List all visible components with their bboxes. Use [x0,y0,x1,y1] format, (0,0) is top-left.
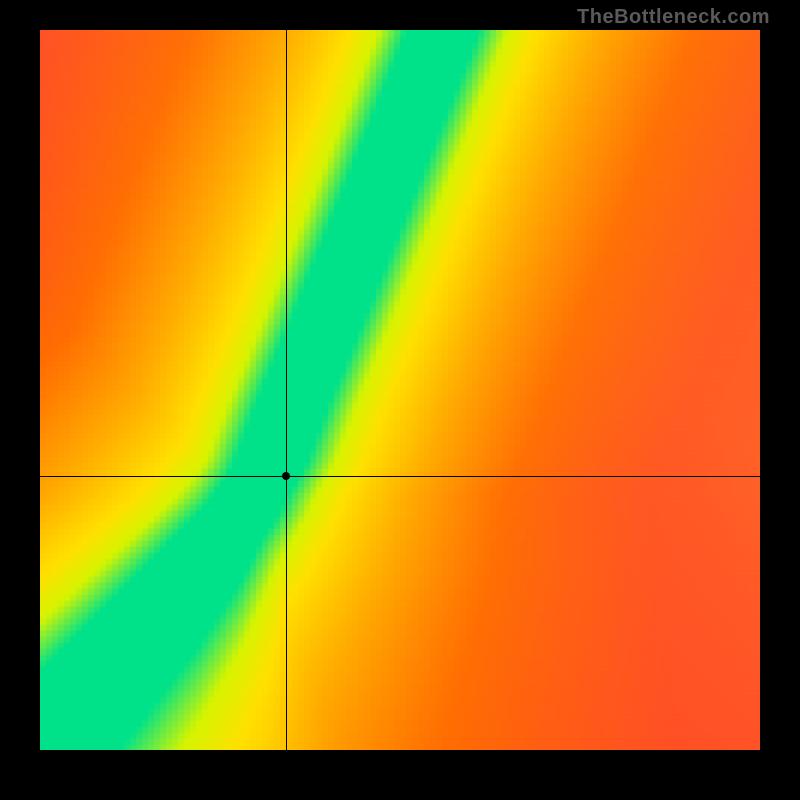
crosshair-vertical [286,30,287,750]
heatmap-plot [40,30,760,750]
marker-dot [282,472,290,480]
watermark-text: TheBottleneck.com [577,6,770,29]
heatmap-canvas [40,30,760,750]
crosshair-horizontal [40,476,760,477]
